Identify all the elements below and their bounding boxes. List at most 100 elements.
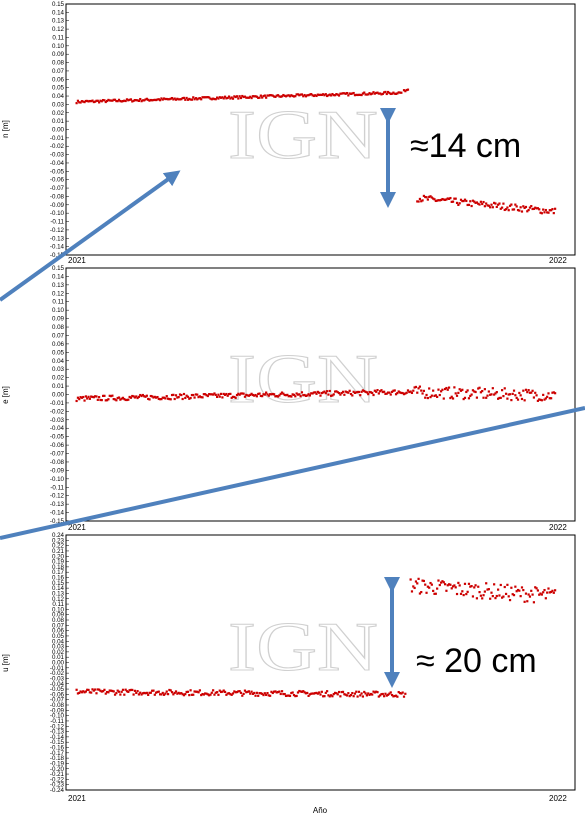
data-point [99,398,102,402]
data-point [233,690,236,693]
data-point [319,394,322,397]
data-point [406,88,410,91]
y-tick-label: 0.02 [52,649,65,656]
data-point [335,692,338,695]
data-point [324,392,327,395]
y-tick-label: -0.02 [50,670,65,677]
data-point [274,395,277,398]
data-point [498,594,501,597]
data-point [390,390,394,393]
data-point [436,587,439,590]
data-point [510,399,513,402]
data-point [552,391,555,394]
y-tick-label: -0.11 [50,484,64,491]
data-point [172,98,175,101]
data-point [166,98,170,101]
data-point [473,200,476,203]
y-tick-label: -0.08 [50,459,65,466]
data-point [76,396,80,399]
y-tick-label: -0.05 [50,434,65,441]
data-point [328,389,331,393]
data-point [304,394,308,398]
data-point [359,93,362,96]
data-point [119,398,122,401]
data-point [436,199,439,202]
data-point [397,91,400,94]
data-point [546,591,549,594]
data-point [217,693,220,696]
data-point [246,96,249,99]
data-point [84,395,87,398]
data-point [449,583,452,586]
data-point [384,90,387,94]
data-point [424,583,427,586]
y-tick-label: -0.15 [50,518,65,525]
y-tick-label: -0.12 [50,723,65,730]
data-point [548,397,551,400]
data-point [121,396,125,399]
data-point [290,395,293,398]
data-point [433,592,436,595]
data-point [487,204,490,207]
data-point [124,398,127,402]
data-point [143,691,146,695]
data-point [368,390,371,394]
data-point [367,393,370,396]
data-point [227,392,231,396]
data-point [506,583,509,586]
data-point [250,690,253,693]
data-point [327,94,330,97]
data-point [200,396,203,399]
data-point [127,99,130,102]
data-point [129,688,133,692]
data-points [75,88,557,215]
data-point [94,395,97,398]
data-point [550,209,553,212]
data-point [437,199,440,202]
data-point [132,395,135,398]
data-point [95,692,98,695]
data-point [213,392,216,395]
data-point [234,691,237,694]
data-point [361,389,365,392]
data-point [418,385,422,388]
data-point [98,688,101,691]
data-point [124,688,127,691]
data-point [483,388,486,391]
y-tick-label: 0.13 [52,18,65,25]
data-point [381,390,384,394]
y-tick-label: 0.06 [52,76,65,83]
data-point [500,389,504,392]
y-tick-label: 0.11 [52,601,64,608]
watermark-text: IGN [228,609,378,686]
data-point [182,96,186,99]
data-point [270,393,273,396]
data-point [239,392,243,395]
data-point [371,92,374,95]
data-point [539,592,542,595]
data-point [216,691,219,694]
data-point [436,395,439,399]
y-tick-label: 0.02 [52,375,65,382]
data-point [231,97,235,100]
data-point [425,196,428,199]
data-point [497,203,500,206]
data-point [249,393,252,397]
data-point [280,95,284,98]
data-point [360,692,363,695]
data-point [516,398,520,401]
data-point [544,208,547,212]
data-point [477,202,480,205]
data-point [393,92,396,95]
data-point [461,590,464,593]
data-point [218,689,221,692]
y-tick-label: 0.23 [52,537,65,544]
data-point [449,196,452,200]
data-point [308,394,311,397]
data-point [539,211,542,214]
data-point [237,97,240,100]
data-point [364,692,367,695]
data-point [157,690,160,693]
data-point [247,690,251,693]
data-point [123,398,126,401]
